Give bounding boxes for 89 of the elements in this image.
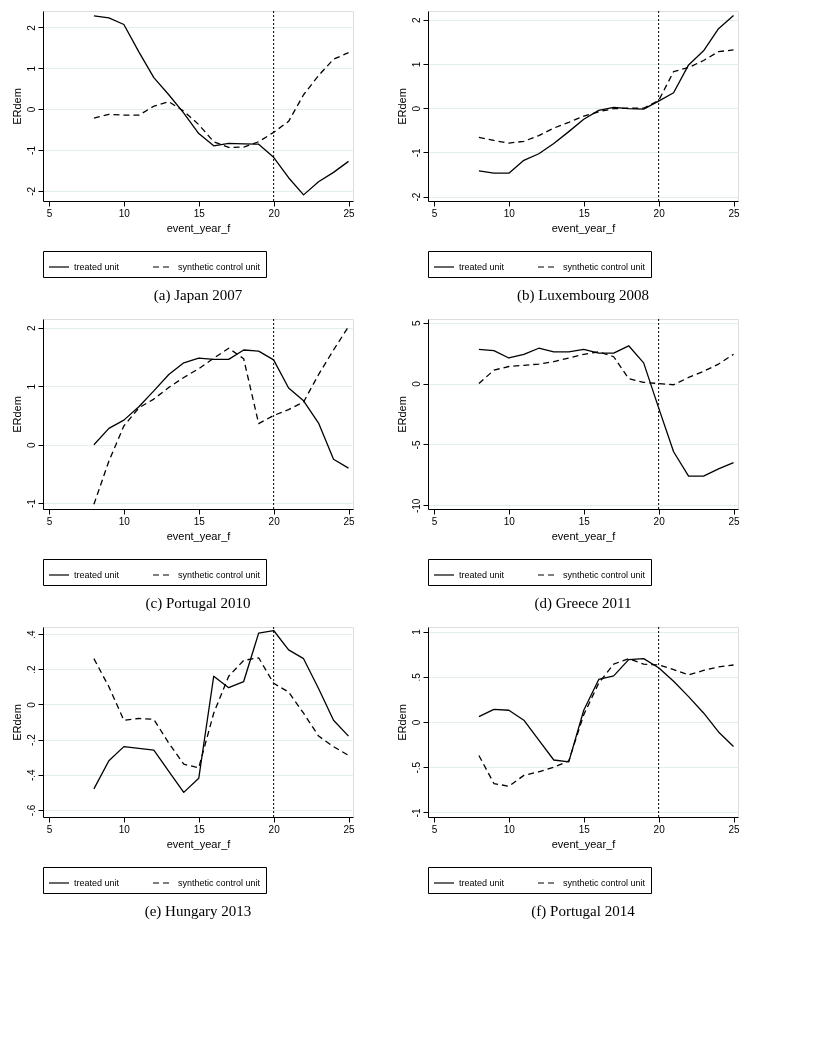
y-axis-title: ERdem xyxy=(10,396,23,433)
x-tick-label: 10 xyxy=(118,515,131,527)
x-tick-label: 15 xyxy=(578,207,591,219)
y-tick-label: 5 xyxy=(410,319,422,326)
x-tick-label: 10 xyxy=(503,823,516,835)
x-tick-label: 20 xyxy=(268,207,281,219)
x-axis-title: event_year_f xyxy=(551,221,617,234)
x-axis-title: event_year_f xyxy=(551,529,617,542)
y-tick-label: -.2 xyxy=(25,733,37,746)
x-tick-label: 15 xyxy=(578,823,591,835)
x-tick-label: 10 xyxy=(503,515,516,527)
y-tick-label: 0 xyxy=(410,105,422,112)
y-tick-label: -.4 xyxy=(25,769,37,782)
y-axis-title: ERdem xyxy=(395,88,408,125)
y-axis-title: ERdem xyxy=(395,704,408,741)
y-tick-label: 1 xyxy=(410,628,422,635)
y-tick-label: -2 xyxy=(410,192,422,202)
y-tick-label: 2 xyxy=(410,17,422,24)
legend-label: treated unit xyxy=(459,878,505,888)
x-tick-label: 15 xyxy=(193,515,206,527)
legend-label: synthetic control unit xyxy=(178,262,261,272)
y-tick-label: 0 xyxy=(25,701,37,708)
legend-label: synthetic control unit xyxy=(178,878,261,888)
y-tick-label: -1 xyxy=(25,145,37,155)
legend-label: treated unit xyxy=(459,262,505,272)
x-tick-label: 25 xyxy=(343,823,356,835)
x-tick-label: 20 xyxy=(268,515,281,527)
y-tick-label: -5 xyxy=(410,440,422,450)
x-axis-title: event_year_f xyxy=(551,837,617,850)
text: (a) Japan 2007 xyxy=(153,286,243,304)
x-axis-title: event_year_f xyxy=(166,529,232,542)
y-tick-label: -1 xyxy=(410,808,422,818)
y-tick-label: 1 xyxy=(25,65,37,72)
y-tick-label: 0 xyxy=(25,106,37,113)
y-tick-label: -1 xyxy=(25,498,37,509)
legend-label: treated unit xyxy=(74,262,120,272)
text: (d) Greece 2011 xyxy=(534,594,632,612)
x-tick-label: 20 xyxy=(653,515,666,527)
legend-label: treated unit xyxy=(459,570,505,580)
y-tick-label: 2 xyxy=(25,24,37,31)
x-tick-label: 10 xyxy=(118,823,131,835)
x-tick-label: 10 xyxy=(503,207,516,219)
x-tick-label: 25 xyxy=(728,207,741,219)
x-tick-label: 20 xyxy=(653,207,666,219)
y-tick-label: -1 xyxy=(410,148,422,158)
x-tick-label: 5 xyxy=(431,207,438,219)
x-axis-title: event_year_f xyxy=(166,837,232,850)
y-tick-label: .2 xyxy=(25,665,37,674)
y-axis-title: ERdem xyxy=(10,88,23,125)
x-axis-title: event_year_f xyxy=(166,221,232,234)
x-tick-label: 25 xyxy=(343,207,356,219)
y-tick-label: .4 xyxy=(25,629,37,639)
legend-label: synthetic control unit xyxy=(178,570,261,580)
y-tick-label: .5 xyxy=(410,672,422,682)
y-tick-label: 0 xyxy=(410,380,422,387)
x-tick-label: 5 xyxy=(46,823,53,835)
y-tick-label: 2 xyxy=(25,325,37,332)
y-tick-label: 1 xyxy=(25,383,37,390)
x-tick-label: 5 xyxy=(46,207,53,219)
x-tick-label: 15 xyxy=(193,207,206,219)
y-axis-title: ERdem xyxy=(10,704,23,741)
x-tick-label: 20 xyxy=(268,823,281,835)
x-tick-label: 25 xyxy=(728,823,741,835)
legend-label: treated unit xyxy=(74,878,120,888)
y-axis-title: ERdem xyxy=(395,396,408,433)
y-tick-label: -.5 xyxy=(410,761,422,774)
x-tick-label: 15 xyxy=(578,515,591,527)
legend-label: synthetic control unit xyxy=(563,262,646,272)
x-tick-label: 20 xyxy=(653,823,666,835)
x-tick-label: 10 xyxy=(118,207,131,219)
y-tick-label: 0 xyxy=(25,441,37,448)
x-tick-label: 5 xyxy=(46,515,53,527)
text: (f) Portugal 2014 xyxy=(531,902,636,920)
x-tick-label: 25 xyxy=(343,515,356,527)
y-tick-label: -.6 xyxy=(25,804,37,817)
x-tick-label: 15 xyxy=(193,823,206,835)
y-tick-label: 1 xyxy=(410,61,422,68)
legend-label: synthetic control unit xyxy=(563,570,646,580)
legend-label: synthetic control unit xyxy=(563,878,646,888)
text: (e) Hungary 2013 xyxy=(144,902,252,920)
text: (b) Luxembourg 2008 xyxy=(516,286,650,304)
legend-label: treated unit xyxy=(74,570,120,580)
text: (c) Portugal 2010 xyxy=(145,594,251,612)
y-tick-label: 0 xyxy=(410,719,422,726)
y-tick-label: -10 xyxy=(410,498,422,514)
x-tick-label: 5 xyxy=(431,515,438,527)
x-tick-label: 25 xyxy=(728,515,741,527)
x-tick-label: 5 xyxy=(431,823,438,835)
y-tick-label: -2 xyxy=(25,186,37,196)
